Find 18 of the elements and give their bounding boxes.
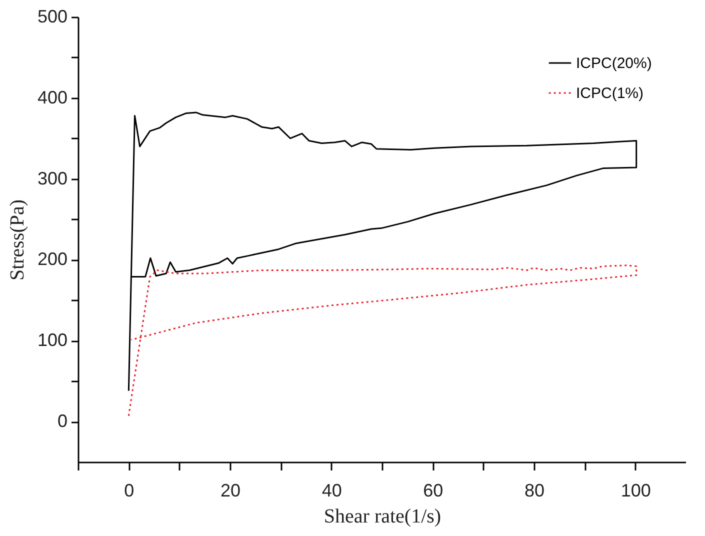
y-tick-label: 400 (37, 87, 68, 108)
x-tick-label: 100 (620, 480, 651, 500)
y-tick-label: 300 (37, 168, 68, 188)
x-tick-label: 80 (524, 480, 545, 500)
y-tick-label: 200 (37, 249, 68, 270)
y-axis-title: Stress(Pa) (6, 199, 28, 281)
line-series (128, 112, 638, 392)
x-tick-label: 0 (124, 480, 134, 500)
x-axis-title: Shear rate(1/s) (324, 506, 442, 528)
y-tick-label: 500 (37, 6, 68, 26)
line-series (128, 264, 638, 417)
y-tick-label: 0 (57, 411, 68, 432)
legend-label: ICPC(20%) (576, 55, 652, 72)
legend-label: ICPC(1%) (576, 85, 644, 102)
x-tick-label: 60 (423, 480, 444, 500)
x-tick-label: 40 (322, 480, 342, 500)
x-tick-label: 20 (220, 480, 241, 500)
y-tick-label: 100 (37, 330, 68, 350)
